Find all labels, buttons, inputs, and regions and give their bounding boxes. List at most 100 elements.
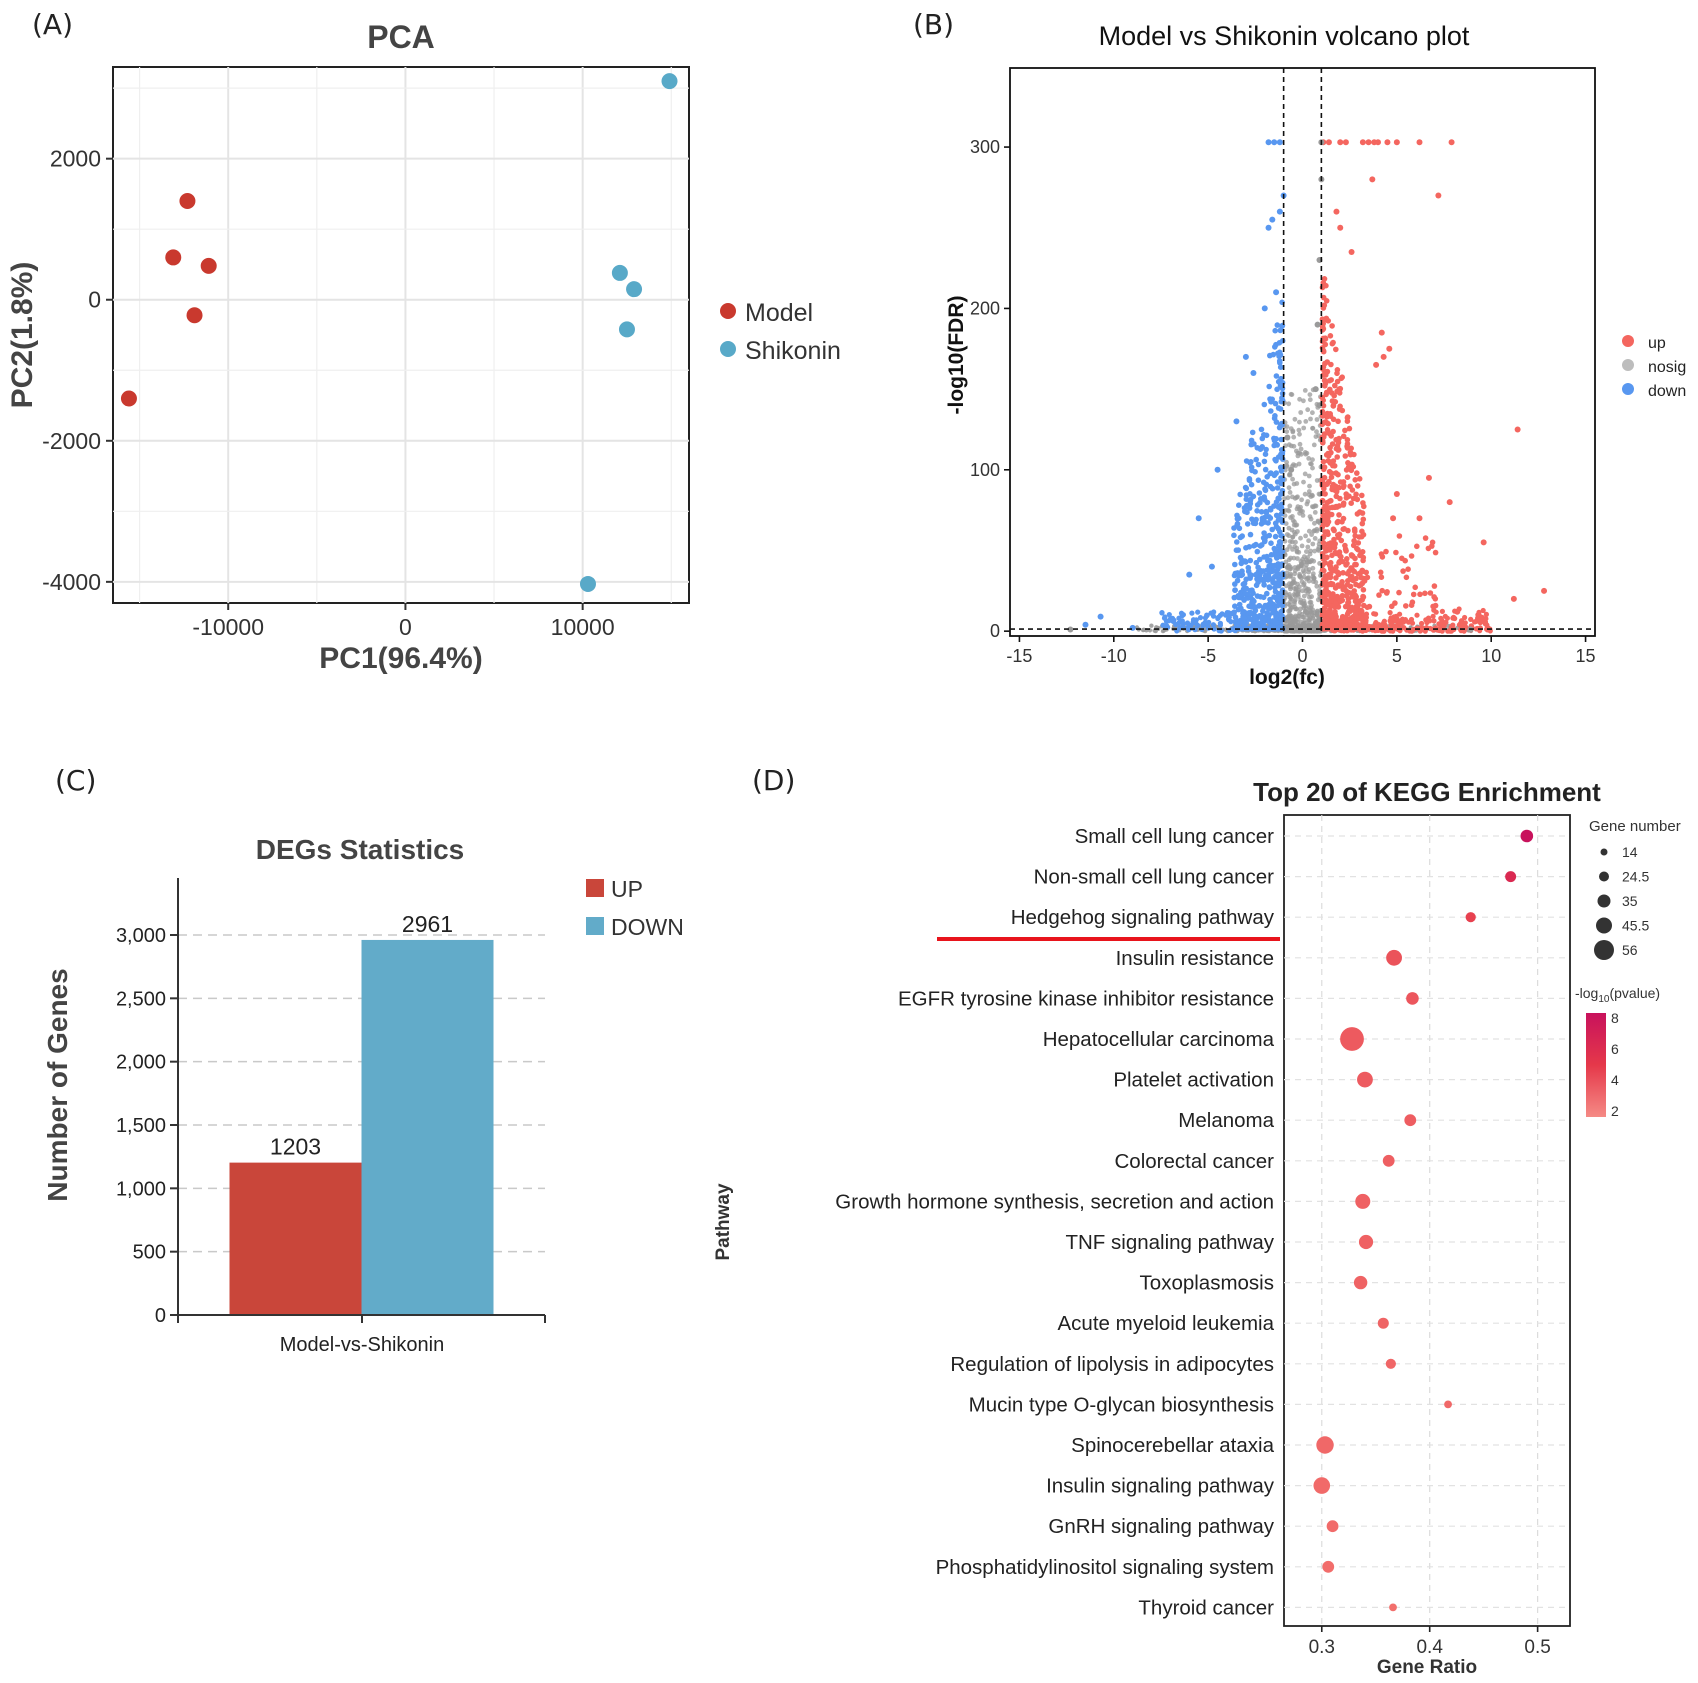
volcano-point-up: [1337, 139, 1344, 146]
volcano-point-up: [1319, 284, 1326, 291]
volcano-point-up: [1347, 627, 1353, 633]
volcano-point-up: [1359, 549, 1366, 555]
volcano-point-nosig: [1306, 612, 1312, 618]
pca-title: PCA: [367, 19, 435, 55]
volcano-point-up: [1344, 443, 1350, 450]
volcano-point-up: [1454, 608, 1461, 615]
volcano-point-down: [1258, 509, 1265, 515]
volcano-point-nosig: [1302, 450, 1308, 455]
volcano-point-nosig: [1303, 419, 1309, 424]
volcano-point-nosig: [1305, 407, 1311, 413]
volcano-x-tick-label: 0: [1297, 646, 1307, 666]
volcano-point-down: [1272, 344, 1278, 350]
volcano-point-up: [1396, 589, 1402, 596]
kegg-pathway-label: Spinocerebellar ataxia: [1071, 1434, 1274, 1457]
volcano-point-down: [1163, 623, 1170, 630]
volcano-point-down: [1270, 351, 1277, 358]
volcano-point-nosig: [1292, 604, 1298, 610]
volcano-point-nosig: [1307, 397, 1313, 403]
volcano-point-nosig: [1297, 419, 1302, 425]
volcano-point-nosig: [1298, 559, 1304, 564]
pca-grid: [113, 67, 689, 603]
volcano-point-down: [1275, 495, 1281, 502]
volcano-point-up: [1468, 616, 1474, 623]
volcano-point-down: [1276, 139, 1283, 146]
kegg-point: [1406, 992, 1419, 1005]
volcano-point-down: [1279, 574, 1286, 580]
volcano-point-down: [1243, 492, 1250, 498]
volcano-point-down: [1211, 626, 1217, 632]
pca-legend-shikonin-swatch: [720, 341, 736, 357]
volcano-point-up: [1327, 571, 1334, 577]
volcano-point-down: [1273, 595, 1279, 601]
volcano-point-down: [1264, 553, 1270, 560]
kegg-point: [1357, 1071, 1373, 1088]
volcano-point-nosig: [1306, 473, 1312, 479]
volcano-point-up: [1377, 569, 1384, 576]
volcano-point-down: [1277, 529, 1283, 535]
volcano-point-down: [1187, 625, 1193, 631]
volcano-point-up: [1342, 603, 1349, 610]
volcano-point-up: [1324, 414, 1330, 420]
pca-point-shikonin: [661, 73, 678, 90]
pca-y-axis-label: PC2(1.8%): [6, 262, 39, 409]
pca-points: [120, 73, 678, 592]
volcano-point-down: [1278, 480, 1285, 487]
volcano-point-nosig: [1297, 510, 1302, 516]
volcano-point-nosig: [1310, 541, 1316, 547]
volcano-point-down: [1257, 499, 1263, 506]
volcano-x-tick-label: -15: [1006, 646, 1032, 666]
volcano-point-up: [1389, 603, 1395, 610]
volcano-point-up: [1443, 619, 1449, 626]
volcano-point-up: [1331, 536, 1337, 543]
volcano-point-up: [1359, 492, 1365, 499]
volcano-point-down: [1266, 532, 1273, 539]
volcano-point-down: [1234, 539, 1240, 545]
pca-legend: Model Shikonin: [720, 299, 841, 365]
volcano-point-down: [1269, 485, 1276, 492]
volcano-point-down: [1244, 509, 1250, 516]
volcano-point-down: [1260, 479, 1267, 486]
pca-y-tick-label: -2000: [42, 428, 101, 454]
volcano-point-down: [1259, 623, 1266, 630]
volcano-point-nosig: [1287, 602, 1293, 608]
volcano-point-down: [1258, 613, 1264, 619]
kegg-point: [1316, 1436, 1334, 1454]
kegg-point: [1444, 1400, 1452, 1409]
volcano-point-up: [1330, 618, 1336, 624]
volcano-point-down: [1237, 534, 1244, 541]
bar-legend-up-swatch: [586, 879, 604, 897]
volcano-point-nosig: [1292, 619, 1298, 624]
pca-point-model: [200, 257, 217, 274]
volcano-point-nosig: [1310, 457, 1315, 463]
volcano-point-down: [1276, 625, 1282, 632]
volcano-point-down: [1266, 514, 1272, 520]
bar-legend-down-label: DOWN: [611, 914, 684, 940]
volcano-point-down: [1255, 461, 1262, 468]
volcano-point-up: [1393, 491, 1400, 497]
volcano-point-up: [1346, 617, 1353, 624]
volcano-point-down: [1129, 624, 1136, 631]
volcano-y-tick-label: 100: [970, 460, 1000, 480]
size-legend-label: 24.5: [1622, 869, 1649, 885]
volcano-point-nosig: [1300, 614, 1305, 620]
volcano-point-down: [1255, 564, 1261, 571]
volcano-point-down: [1233, 418, 1240, 425]
pca-legend-model-label: Model: [745, 299, 813, 327]
kegg-x-tick-label: 0.5: [1524, 1637, 1550, 1658]
volcano-y-tick-label: 300: [970, 137, 1000, 157]
volcano-point-up: [1351, 538, 1357, 544]
volcano-point-up: [1329, 323, 1335, 329]
volcano-point-up: [1347, 622, 1353, 628]
volcano-point-up: [1354, 470, 1360, 476]
volcano-point-up: [1483, 611, 1489, 618]
kegg-point: [1358, 1234, 1374, 1250]
kegg-pathway-label: Regulation of lipolysis in adipocytes: [950, 1353, 1274, 1376]
volcano-point-up: [1363, 614, 1369, 621]
volcano-point-down: [1279, 602, 1286, 609]
volcano-point-down: [1240, 586, 1247, 592]
volcano-point-nosig: [1288, 595, 1293, 601]
size-legend-label: 56: [1622, 942, 1638, 958]
volcano-point-nosig: [1286, 442, 1292, 448]
